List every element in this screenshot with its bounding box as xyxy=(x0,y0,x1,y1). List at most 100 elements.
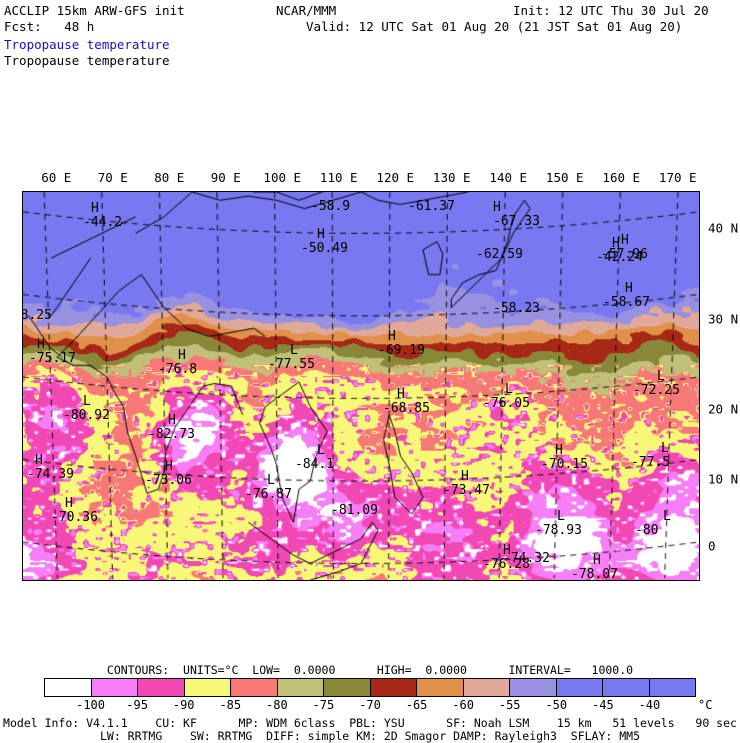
lon-tick-label: 90 E xyxy=(210,170,241,185)
extrema-value: -78.93 xyxy=(535,522,582,538)
extrema-value: -74.32 xyxy=(503,551,550,566)
extrema-label: H -82.73 xyxy=(148,414,195,441)
extrema-label: H -42.24 xyxy=(596,237,643,264)
extrema-type-marker: H xyxy=(397,387,405,402)
lon-tick-label: 110 E xyxy=(319,170,358,185)
extrema-type-marker: L xyxy=(83,394,91,409)
extrema-label: H -75.17 xyxy=(29,338,76,365)
extrema-label: L -76.87 xyxy=(245,474,292,501)
extrema-type-marker: L xyxy=(317,443,325,458)
extrema-value: -42.24 xyxy=(596,249,643,265)
extrema-type-marker: L xyxy=(657,369,665,384)
color-tick-label: -75 xyxy=(312,698,335,712)
extrema-label: -81.09 xyxy=(331,504,378,518)
init-time-label: Init: 12 UTC Thu 30 Jul 20 xyxy=(513,3,709,18)
extrema-value: -69.19 xyxy=(378,342,425,358)
center-label: NCAR/MMM xyxy=(276,3,337,18)
lat-tick-label: 20 N xyxy=(708,401,739,417)
extrema-type-marker: H xyxy=(165,459,173,474)
extrema-type-marker: H xyxy=(503,543,511,558)
temperature-heatmap xyxy=(23,192,699,580)
extrema-value: -76.8 xyxy=(158,361,198,377)
map-plot-area[interactable]: H -44.2 -58.9 -61.37 H -67.33 H -50.49 H -42.24 -6… xyxy=(22,191,700,581)
extrema-value: -77.5 xyxy=(631,454,671,470)
extrema-value: -75.17 xyxy=(29,350,76,366)
color-tick-label: -50 xyxy=(545,698,568,712)
color-tick-label: -70 xyxy=(359,698,381,712)
extrema-label: H -70.15 xyxy=(541,444,588,471)
color-swatch xyxy=(231,679,278,696)
lon-tick-label: 130 E xyxy=(432,170,471,185)
extrema-type-marker: L xyxy=(290,343,298,358)
extrema-label: -58.23 xyxy=(493,302,540,316)
extrema-value: -58.67 xyxy=(603,294,650,310)
color-swatch xyxy=(370,679,417,696)
lon-tick-label: 140 E xyxy=(489,170,528,185)
color-swatch xyxy=(603,679,650,696)
color-scale-bar xyxy=(44,678,696,697)
extrema-type-marker: L xyxy=(557,509,565,524)
extrema-value: -81.09 xyxy=(331,503,378,518)
field-title-primary: Tropopause temperature xyxy=(4,37,170,52)
color-swatch xyxy=(417,679,464,696)
extrema-label: H -44.2 xyxy=(83,202,122,229)
extrema-value: -44.2 xyxy=(83,214,123,230)
extrema-type-marker: L xyxy=(661,441,669,456)
color-tick-label: -95 xyxy=(126,698,148,712)
color-tick-label: -85 xyxy=(219,698,242,712)
extrema-type-marker: L xyxy=(663,509,671,524)
color-tick-label: -65 xyxy=(405,698,428,712)
extrema-type-marker: H xyxy=(178,348,186,363)
extrema-value: -76.05 xyxy=(483,395,530,411)
color-swatch xyxy=(324,679,371,696)
color-swatch xyxy=(45,679,92,696)
lon-tick-label: 150 E xyxy=(545,170,584,185)
extrema-type-marker: H xyxy=(461,469,469,484)
extrema-value: -58.25 xyxy=(23,308,52,323)
extrema-label: H -74.39 xyxy=(27,454,74,481)
color-swatch xyxy=(138,679,185,696)
color-swatch xyxy=(649,679,695,696)
model-info-line-1: Model Info: V4.1.1 CU: KF MP: WDM 6class… xyxy=(3,716,737,730)
extrema-type-marker: H xyxy=(317,227,325,242)
extrema-value: -58.23 xyxy=(493,301,540,316)
latitude-axis: 40 N 30 N 20 N 10 N 0 xyxy=(704,191,740,581)
extrema-value: -50.49 xyxy=(301,240,348,256)
lat-tick-label: 0 xyxy=(708,538,716,554)
extrema-type-marker: H xyxy=(65,496,73,511)
extrema-label-layer: H -44.2 -58.9 -61.37 H -67.33 H -50.49 H -42.24 -6… xyxy=(23,192,699,580)
longitude-axis: 60 E 70 E 80 E 90 E 100 E 110 E 120 E 130 E 140 … xyxy=(22,170,700,188)
extrema-value: -67.33 xyxy=(493,213,540,229)
extrema-value: -57.96 xyxy=(601,246,648,262)
extrema-type-marker: L xyxy=(505,382,513,397)
extrema-type-marker: H xyxy=(388,329,396,344)
lon-tick-label: 60 E xyxy=(41,170,72,185)
color-tick-label: -90 xyxy=(172,698,195,712)
extrema-label: -58.9 xyxy=(311,200,350,214)
model-info-line-2: LW: RRTMG SW: RRTMG DIFF: simple KM: 2D … xyxy=(99,729,641,743)
contours-header: CONTOURS: UNITS=°C LOW= 0.0000 HIGH= 0.0… xyxy=(106,663,634,677)
color-swatch xyxy=(510,679,557,696)
model-init-label: ACCLIP 15km ARW-GFS init xyxy=(4,3,185,18)
valid-time-label: Valid: 12 UTC Sat 01 Aug 20 (21 JST Sat … xyxy=(306,19,683,34)
extrema-value: -80 xyxy=(635,522,659,538)
extrema-value: -62.59 xyxy=(476,247,523,262)
extrema-value: -58.9 xyxy=(311,199,351,214)
color-tick-label: -100 xyxy=(76,698,106,712)
lat-tick-label: 10 N xyxy=(708,471,739,487)
color-tick-label: -45 xyxy=(592,698,614,712)
extrema-value: -82.73 xyxy=(148,426,195,442)
extrema-value: -70.15 xyxy=(541,456,588,472)
extrema-type-marker: H xyxy=(37,337,45,352)
color-scale-ticks: -100 -95 -90 -85 -80 -75 -70 -65 -60 -55 -50 -45 -40 xyxy=(44,698,696,714)
lon-tick-label: 100 E xyxy=(263,170,302,185)
extrema-label: H -58.67 xyxy=(603,282,650,309)
extrema-label: H -50.49 xyxy=(301,228,348,255)
extrema-label: -58.25 xyxy=(23,308,52,323)
extrema-value: -77.55 xyxy=(268,356,315,372)
extrema-label: L -76.05 xyxy=(483,383,530,410)
extrema-label: H -76.28 xyxy=(483,544,530,571)
color-tick-label: -55 xyxy=(498,698,521,712)
extrema-type-marker: H xyxy=(593,553,601,568)
extrema-label: -61.37 xyxy=(408,200,455,214)
